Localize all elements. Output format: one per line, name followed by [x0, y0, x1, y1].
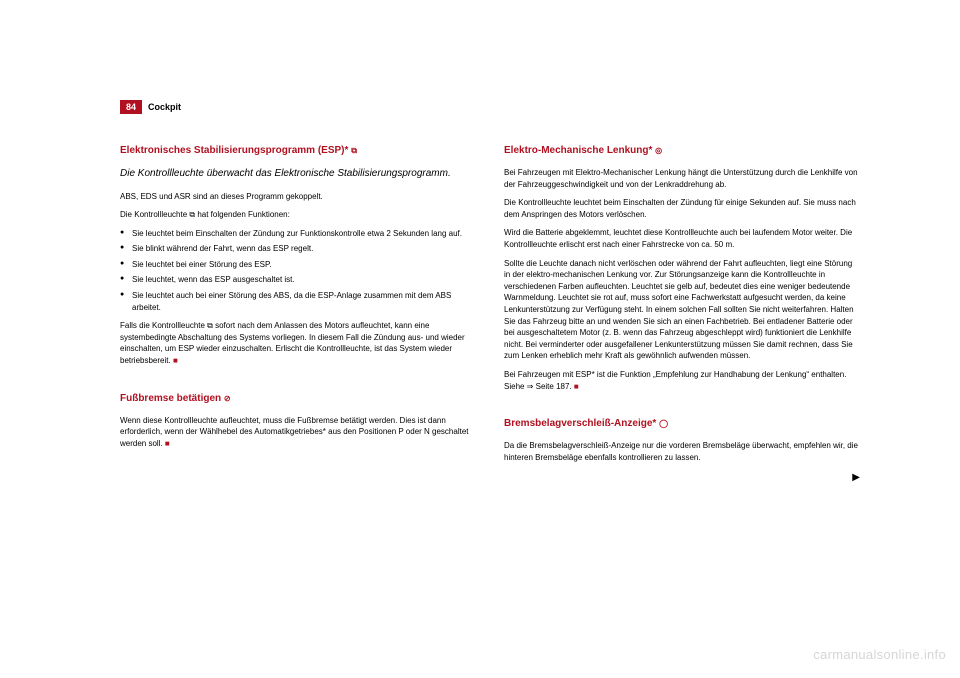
- esp-p2: Die Kontrollleuchte ⧉ hat folgenden Funk…: [120, 209, 476, 221]
- heading-brakewear-text: Bremsbelagverschleiß-Anzeige*: [504, 418, 659, 429]
- esp-bullets: Sie leuchtet beim Einschalten der Zündun…: [120, 228, 476, 314]
- esp-bullet-2: Sie blinkt während der Fahrt, wenn das E…: [120, 243, 476, 255]
- steering-icon: ◎: [655, 146, 662, 155]
- watermark: carmanualsonline.info: [813, 647, 946, 662]
- heading-esp: Elektronisches Stabilisierungsprogramm (…: [120, 144, 476, 157]
- content-columns: Elektronisches Stabilisierungsprogramm (…: [120, 144, 860, 483]
- end-square-3: ■: [574, 382, 579, 391]
- continue-arrow-icon: ▶: [852, 472, 860, 483]
- right-column: Elektro-Mechanische Lenkung* ◎ Bei Fahrz…: [504, 144, 860, 483]
- section-title: Cockpit: [148, 102, 181, 112]
- steering-p3: Wird die Batterie abgeklemmt, leuchtet d…: [504, 227, 860, 250]
- esp-p3-a: Falls die Kontrollleuchte: [120, 321, 207, 330]
- manual-page: 84 Cockpit Elektronisches Stabilisierung…: [120, 100, 860, 483]
- steering-p2: Die Kontrollleuchte leuchtet beim Einsch…: [504, 197, 860, 220]
- footbrake-p1-text: Wenn diese Kontrollleuchte aufleuchtet, …: [120, 416, 469, 448]
- heading-steering: Elektro-Mechanische Lenkung* ◎: [504, 144, 860, 157]
- esp-p2-a: Die Kontrollleuchte: [120, 210, 189, 219]
- page-header: 84 Cockpit: [120, 100, 860, 114]
- spacer: [120, 374, 476, 392]
- esp-icon: ⧉: [351, 146, 357, 155]
- spacer-2: [504, 399, 860, 417]
- footbrake-icon: ⊘: [224, 394, 231, 403]
- esp-p2-b: hat folgenden Funktionen:: [195, 210, 290, 219]
- esp-bullet-5: Sie leuchtet auch bei einer Störung des …: [120, 290, 476, 313]
- esp-p1: ABS, EDS und ASR sind an dieses Programm…: [120, 191, 476, 203]
- left-column: Elektronisches Stabilisierungsprogramm (…: [120, 144, 476, 483]
- steering-p5: Bei Fahrzeugen mit ESP* ist die Funktion…: [504, 369, 860, 392]
- steering-p1: Bei Fahrzeugen mit Elektro-Mechanischer …: [504, 167, 860, 190]
- heading-esp-text: Elektronisches Stabilisierungsprogramm (…: [120, 145, 351, 156]
- steering-p5-text: Bei Fahrzeugen mit ESP* ist die Funktion…: [504, 370, 846, 391]
- page-number: 84: [120, 100, 142, 114]
- end-square-1: ■: [173, 356, 178, 365]
- esp-p3: Falls die Kontrollleuchte ⧉ sofort nach …: [120, 320, 476, 366]
- heading-footbrake: Fußbremse betätigen ⊘: [120, 392, 476, 405]
- steering-p4: Sollte die Leuchte danach nicht verlösch…: [504, 258, 860, 362]
- heading-brakewear: Bremsbelagverschleiß-Anzeige* ◯: [504, 417, 860, 430]
- heading-steering-text: Elektro-Mechanische Lenkung*: [504, 145, 655, 156]
- esp-bullet-3: Sie leuchtet bei einer Störung des ESP.: [120, 259, 476, 271]
- esp-subhead: Die Kontrollleuchte überwacht das Elektr…: [120, 167, 476, 181]
- esp-bullet-4: Sie leuchtet, wenn das ESP ausgeschaltet…: [120, 274, 476, 286]
- footbrake-p1: Wenn diese Kontrollleuchte aufleuchtet, …: [120, 415, 476, 450]
- heading-footbrake-text: Fußbremse betätigen: [120, 393, 224, 404]
- brakewear-p1: Da die Bremsbelagverschleiß-Anzeige nur …: [504, 440, 860, 463]
- end-square-2: ■: [165, 439, 170, 448]
- brakewear-icon: ◯: [659, 419, 668, 428]
- esp-bullet-1: Sie leuchtet beim Einschalten der Zündun…: [120, 228, 476, 240]
